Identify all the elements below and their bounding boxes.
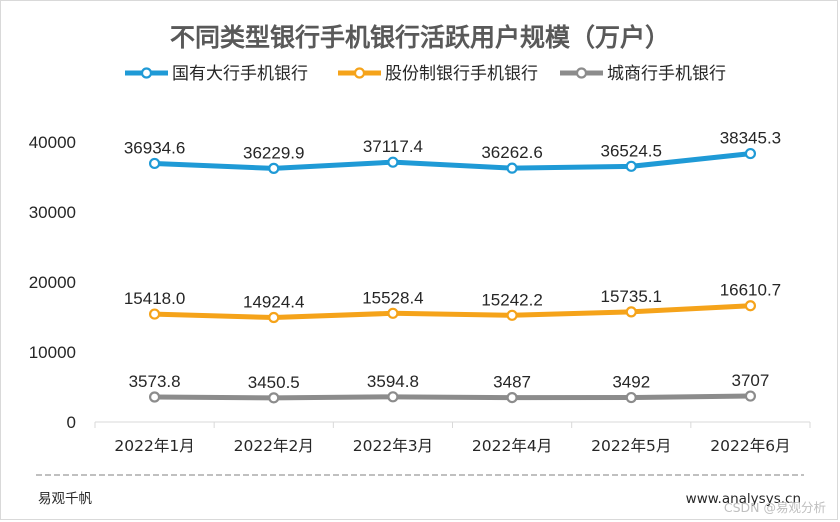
data-point (744, 147, 757, 160)
data-label: 3492 (612, 373, 650, 392)
data-label: 38345.3 (720, 129, 781, 148)
y-tick-label: 40000 (29, 133, 76, 152)
data-point (506, 309, 518, 321)
series-line (152, 151, 753, 171)
legend-item-2: 城商行手机银行 (560, 64, 726, 84)
data-point (148, 308, 161, 320)
data-label: 3594.8 (367, 372, 419, 391)
data-label: 36229.9 (243, 143, 304, 162)
watermark: CSDN @易观分析 (724, 500, 826, 515)
data-label: 37117.4 (363, 137, 423, 156)
legend-label-0: 国有大行手机银行 (172, 64, 308, 84)
x-tick-label: 2022年6月 (710, 437, 790, 455)
data-point (506, 162, 518, 174)
data-point (744, 300, 757, 312)
data-point (744, 390, 757, 402)
y-tick-label: 30000 (29, 203, 76, 222)
data-label: 15418.0 (124, 289, 185, 308)
legend-marker-0 (140, 67, 153, 79)
data-label: 15735.1 (601, 287, 662, 306)
data-label: 15528.4 (362, 288, 423, 307)
legend-label-2: 城商行手机银行 (607, 64, 726, 84)
data-label: 3707 (732, 371, 770, 390)
data-label: 14924.4 (243, 293, 304, 312)
chart-title: 不同类型银行手机银行活跃用户规模（万户） (170, 23, 670, 52)
series-line (152, 303, 753, 321)
series-2 (148, 390, 757, 404)
footer-source: 易观千帆 (38, 491, 92, 507)
y-tick-label: 0 (67, 413, 76, 432)
series-layer (148, 147, 757, 404)
data-point (148, 391, 161, 403)
data-point (268, 162, 280, 174)
data-label: 16610.7 (720, 281, 781, 300)
data-label-layer: 36934.6 36229.9 37117.4 36262.6 36524.5 38345… (124, 129, 781, 392)
data-point (268, 311, 280, 324)
series-line (152, 393, 753, 401)
x-tick-label: 2022年2月 (234, 437, 314, 455)
data-point (387, 391, 399, 403)
series-1 (148, 300, 757, 324)
legend-marker-1 (353, 67, 366, 79)
data-label: 3487 (493, 373, 531, 392)
data-point (148, 157, 161, 170)
data-point (506, 391, 518, 404)
data-label: 3573.8 (129, 372, 181, 391)
data-label: 36934.6 (124, 138, 185, 157)
data-point (387, 307, 399, 319)
x-tick-label: 2022年4月 (472, 437, 552, 455)
data-label: 36524.5 (601, 141, 662, 160)
legend-item-0: 国有大行手机银行 (125, 64, 308, 84)
y-tick-label: 10000 (29, 343, 76, 362)
data-label: 3450.5 (248, 373, 300, 392)
data-point (387, 156, 399, 168)
data-point (625, 306, 637, 318)
x-tick-label: 2022年1月 (114, 437, 194, 455)
data-point (268, 392, 280, 404)
legend: 国有大行手机银行 股份制银行手机银行 城商行手机银行 (125, 64, 726, 84)
y-axis: 0 10000 20000 30000 40000 (29, 133, 76, 432)
data-label: 36262.6 (481, 143, 542, 162)
series-0 (148, 147, 757, 174)
data-label: 15242.2 (481, 290, 542, 309)
x-tick-label: 2022年3月 (353, 437, 433, 455)
footer-website: www.analysys.cn (686, 491, 801, 507)
legend-item-1: 股份制银行手机银行 (338, 64, 538, 84)
legend-marker-2 (575, 67, 588, 79)
data-point (625, 391, 637, 404)
x-axis: 2022年1月 2022年2月 2022年3月 2022年4月 2022年5月 2022年… (94, 422, 811, 455)
x-tick-label: 2022年5月 (591, 437, 671, 455)
y-tick-label: 20000 (29, 273, 76, 292)
legend-label-1: 股份制银行手机银行 (385, 64, 538, 84)
data-point (625, 160, 637, 172)
